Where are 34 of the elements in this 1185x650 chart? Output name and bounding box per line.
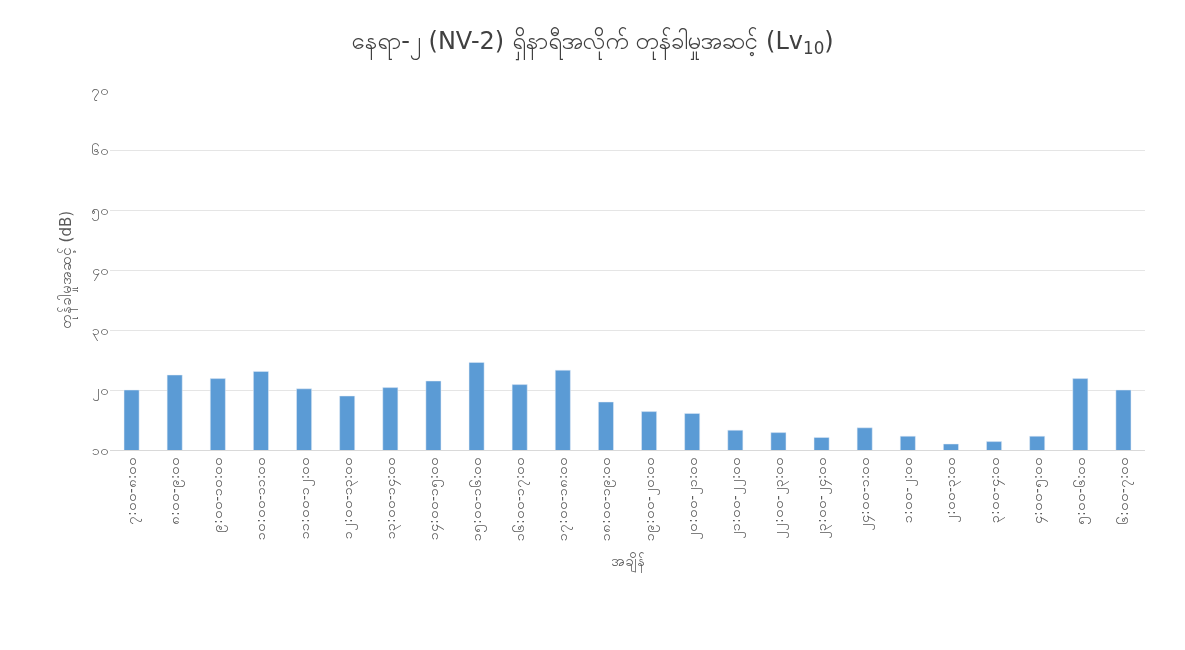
- x-tick-label: ၂:၀၀-၃:၀၀: [942, 456, 962, 524]
- x-tick-label: ၁၁:၀၀-၁၂:၀၀: [295, 456, 315, 540]
- x-tick-label: ၁၃:၀၀-၁၄:၀၀: [381, 456, 401, 540]
- y-tick-label: ၇၀: [91, 81, 109, 101]
- y-tick-label: ၅၀: [91, 201, 109, 221]
- y-tick-label: ၃၀: [92, 321, 109, 341]
- y-tick-label: ၄၀: [92, 261, 109, 281]
- x-tick-label: ၇:၀၀-၈:၀၀: [123, 456, 143, 526]
- x-tick-label: ၁၅:၀၀-၁၆:၀၀: [468, 456, 488, 542]
- x-tick-label: ၃:၀၀-၄:၀၀: [985, 456, 1005, 524]
- x-tick-label: ၂၄:၀၀-၁:၀၀: [856, 456, 876, 532]
- x-tick-label: ၆:၀၀-၇:၀၀: [1114, 456, 1134, 526]
- x-tick-label: ၁၀:၀၀-၁၁:၀၀: [252, 456, 269, 541]
- y-tick-label: ၂၀: [92, 381, 109, 401]
- y-tick-label: ၆၀: [91, 141, 109, 158]
- y-axis-title: တုန်ခါမှုအဆင့် (dB): [57, 210, 79, 330]
- y-tick-label: ၁၀: [92, 441, 109, 458]
- x-tick-label: ၂၀:၀၀-၂၁:၀၀: [683, 456, 703, 541]
- chart-title: နေရာ-၂ (NV-2) ရှိနာရီအလိုက် တုန်ခါမှုအဆင့် (Lv$_{10}$): [351, 26, 834, 62]
- x-tick-label: ၂၃:၀၀-၂၄:၀၀: [813, 456, 833, 540]
- x-axis-title: အချိန်: [610, 552, 645, 574]
- x-tick-label: ၂၂:၀၀-၂၃:၀၀: [769, 456, 789, 540]
- x-tick-label: ၈:၀၀-၉:၀၀: [166, 456, 186, 526]
- x-tick-label: ၁:၀၀-၂:၀၀: [899, 456, 919, 524]
- x-tick-label: ၂၁:၀၀-၂၂:၀၀: [726, 456, 746, 540]
- x-tick-label: ၉:၀၀-၁၀:၀၀: [209, 456, 229, 534]
- x-tick-label: ၁၉:၀၀-၂၀:၀၀: [640, 456, 660, 542]
- x-tick-label: ၁၇:၀၀-၁၈:၀၀: [554, 456, 574, 542]
- x-tick-label: ၁၄:၀၀-၁၅:၀၀: [424, 456, 444, 541]
- x-tick-label: ၁၆:၀၀-၁၇:၀၀: [511, 456, 531, 542]
- x-tick-label: ၅:၀၀-၆:၀၀: [1071, 456, 1091, 526]
- x-tick-label: ၄:၀၀-၅:၀၀: [1028, 456, 1048, 525]
- x-tick-label: ၁၂:၀၀-၁၃:၀၀: [338, 456, 358, 540]
- x-tick-label: ၁၈:၀၀-၁၉:၀၀: [597, 456, 617, 542]
